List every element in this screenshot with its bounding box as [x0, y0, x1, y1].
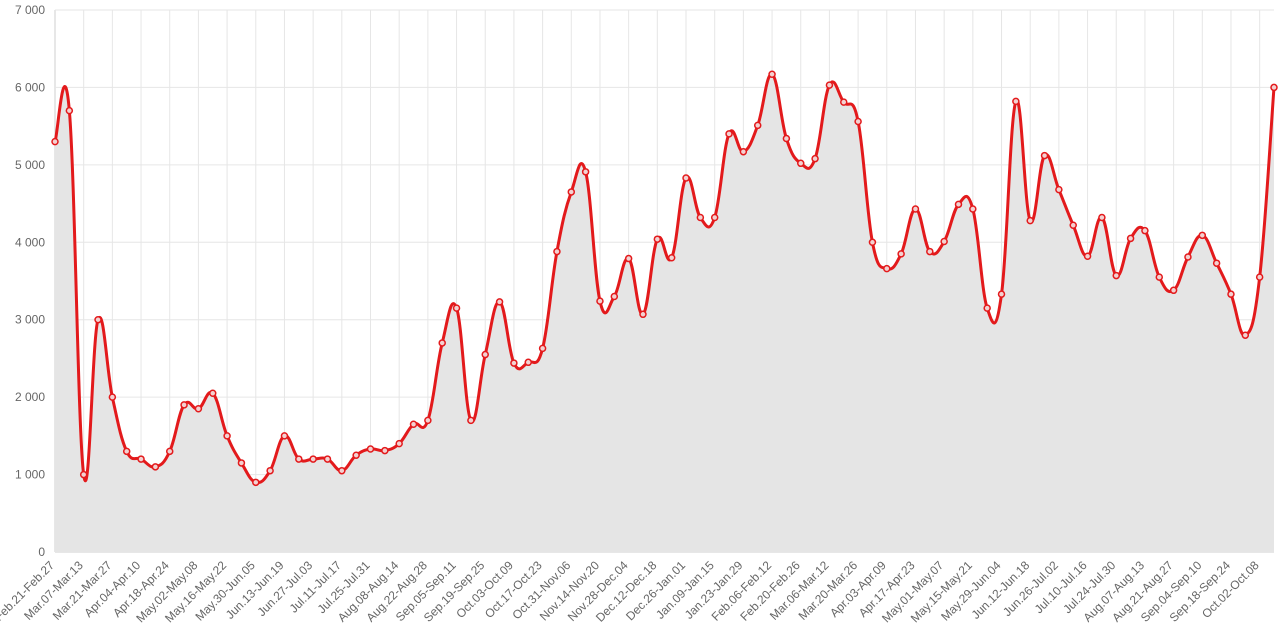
data-point	[237, 459, 246, 467]
data-point	[266, 466, 274, 475]
data-point	[868, 238, 877, 247]
y-tick-label: 0	[38, 545, 45, 559]
data-point	[911, 205, 920, 213]
data-point	[1069, 221, 1077, 230]
data-point	[79, 470, 88, 479]
data-point	[954, 200, 963, 209]
data-point	[252, 478, 260, 487]
data-point	[309, 455, 317, 463]
data-point	[1255, 273, 1264, 281]
data-point	[581, 168, 590, 176]
data-point	[323, 455, 332, 463]
data-point	[65, 106, 74, 115]
data-point	[782, 134, 791, 143]
y-tick-label: 7 000	[15, 3, 45, 17]
y-tick-label: 1 000	[15, 468, 45, 482]
data-point	[667, 254, 676, 262]
data-point	[180, 401, 188, 409]
data-point	[1212, 259, 1221, 267]
y-tick-label: 2 000	[15, 390, 45, 404]
data-point	[165, 447, 174, 456]
data-point	[983, 304, 991, 312]
area-fill	[55, 74, 1274, 552]
data-point	[725, 130, 733, 138]
data-point	[1141, 226, 1149, 235]
data-point	[883, 264, 891, 273]
data-point	[1112, 271, 1120, 280]
data-point	[223, 432, 231, 440]
data-point	[1083, 252, 1092, 260]
data-point	[1098, 213, 1106, 222]
data-point	[1126, 234, 1135, 243]
data-point	[1198, 231, 1207, 240]
data-point	[1026, 216, 1034, 225]
data-point	[653, 235, 662, 243]
data-point	[926, 247, 934, 256]
data-point	[538, 344, 547, 353]
data-point	[137, 455, 145, 463]
data-point	[409, 420, 418, 428]
data-point	[452, 304, 461, 312]
data-point	[1040, 151, 1049, 160]
data-point	[811, 154, 819, 163]
data-point	[596, 297, 604, 305]
data-point	[768, 70, 776, 79]
data-point	[151, 463, 160, 471]
data-point	[897, 250, 905, 258]
data-point	[739, 147, 748, 156]
data-point	[696, 213, 705, 222]
data-point	[280, 432, 289, 440]
data-point	[1241, 331, 1250, 339]
data-points	[51, 70, 1278, 487]
data-point	[395, 439, 403, 448]
data-point	[381, 446, 389, 455]
data-point	[1155, 273, 1164, 281]
y-axis-ticks: 0 1 000 2 000 3 000 4 000 5 000 6 000 7 000	[15, 3, 45, 559]
data-point	[753, 121, 762, 130]
data-point	[1055, 185, 1063, 194]
data-point	[940, 237, 948, 246]
data-point	[639, 310, 647, 319]
y-tick-label: 6 000	[15, 80, 45, 94]
data-point	[51, 137, 59, 146]
data-point	[94, 315, 102, 324]
data-point	[338, 466, 346, 475]
data-point	[352, 451, 360, 459]
data-point	[108, 393, 117, 401]
data-point	[295, 455, 303, 463]
data-point	[424, 416, 432, 425]
data-point	[438, 339, 446, 347]
data-point	[710, 213, 719, 222]
data-point	[495, 298, 504, 306]
data-point	[467, 416, 475, 425]
y-tick-label: 5 000	[15, 158, 45, 172]
data-point	[366, 445, 375, 453]
data-point	[209, 389, 217, 398]
data-point	[1012, 97, 1020, 106]
data-point	[997, 290, 1006, 298]
data-point	[840, 98, 848, 106]
data-point	[796, 159, 805, 168]
data-point	[553, 247, 561, 256]
data-point	[1270, 83, 1278, 92]
data-point	[194, 405, 203, 413]
data-point	[1227, 290, 1235, 298]
data-point	[567, 188, 576, 196]
data-point	[825, 81, 834, 89]
y-tick-label: 4 000	[15, 235, 45, 249]
data-point	[122, 447, 131, 456]
x-axis-ticks: Feb.21-Feb.27Mar.07-Mar.13Mar.21-Mar.27A…	[0, 558, 1262, 625]
data-point	[854, 117, 862, 126]
y-tick-label: 3 000	[15, 313, 45, 327]
data-point	[1184, 253, 1192, 261]
data-point	[969, 205, 977, 213]
data-point	[510, 359, 518, 367]
data-point	[481, 350, 489, 359]
data-point	[682, 174, 690, 182]
data-point	[624, 254, 633, 263]
data-point	[1169, 286, 1178, 295]
data-point	[610, 292, 619, 301]
data-point	[524, 358, 533, 367]
